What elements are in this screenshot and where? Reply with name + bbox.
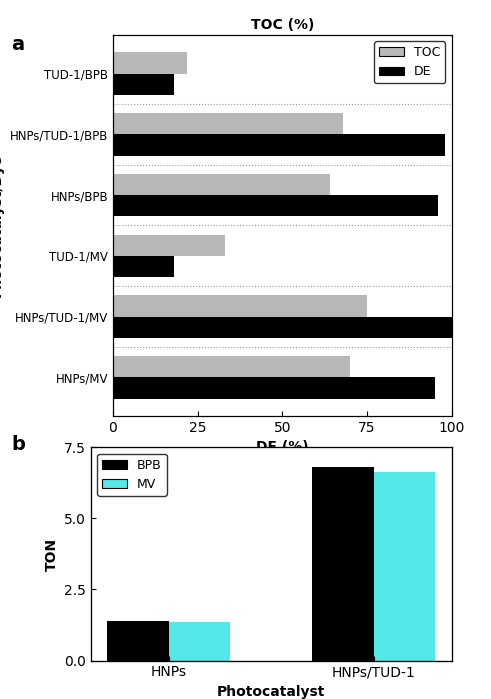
Y-axis label: Photocatalyst/Dye: Photocatalyst/Dye (0, 154, 4, 297)
X-axis label: DE (%): DE (%) (256, 440, 309, 454)
Text: b: b (11, 435, 26, 454)
Bar (113, 52, 188, 73)
Bar (113, 235, 225, 256)
Bar (113, 317, 452, 338)
Bar (113, 113, 343, 134)
Bar (374, 472, 436, 661)
Bar (169, 622, 230, 661)
Bar (113, 73, 174, 95)
Legend: BPB, MV: BPB, MV (97, 454, 167, 496)
Bar (113, 356, 350, 377)
Bar (113, 195, 438, 216)
Bar (113, 377, 435, 398)
Bar (113, 134, 445, 156)
Legend: TOC, DE: TOC, DE (374, 41, 445, 83)
Y-axis label: TON: TON (45, 538, 58, 570)
Bar (107, 621, 169, 661)
X-axis label: TOC (%): TOC (%) (250, 18, 314, 32)
Text: a: a (11, 35, 25, 54)
Bar (113, 174, 330, 195)
Bar (312, 467, 374, 661)
Bar (113, 256, 174, 277)
Bar (113, 295, 367, 317)
X-axis label: Photocatalyst: Photocatalyst (217, 685, 326, 699)
